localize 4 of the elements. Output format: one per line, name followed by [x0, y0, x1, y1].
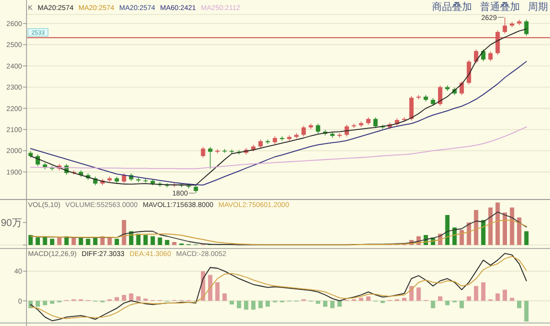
text: 周期: [528, 1, 548, 13]
text: 商品叠加: [432, 1, 472, 13]
text: 普通叠加: [480, 1, 520, 13]
y-tick-label: 90万: [0, 218, 22, 229]
